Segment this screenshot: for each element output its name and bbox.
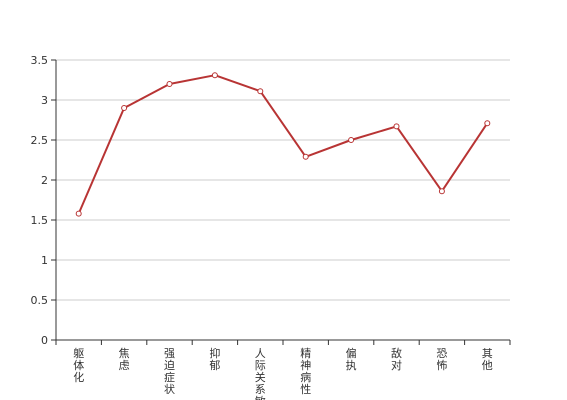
x-category-label: 强迫症状	[164, 347, 175, 396]
data-point[interactable]	[121, 105, 128, 111]
data-point[interactable]	[166, 81, 173, 87]
x-axis	[55, 60, 511, 345]
x-category-label: 焦虑	[119, 347, 130, 372]
data-point[interactable]	[484, 120, 491, 127]
series-layer	[75, 72, 491, 217]
x-axis-labels: 躯体化 焦虑 强迫症状 抑郁 人际关系敏感 精神病性 偏执 敌对 恐怖 其他	[73, 346, 493, 400]
y-tick-label: 3.5	[31, 54, 49, 67]
y-tick-label: 2	[41, 174, 48, 187]
data-point[interactable]	[302, 153, 309, 160]
x-category-label: 偏执	[346, 346, 357, 372]
grid-lines	[56, 59, 510, 301]
data-point[interactable]	[438, 188, 445, 195]
data-point[interactable]	[393, 123, 400, 130]
y-tick-label: 0.5	[31, 294, 49, 307]
y-tick-label: 0	[41, 334, 48, 347]
x-category-label: 精神病性	[300, 347, 311, 396]
y-axis-ticks: 0 0.5 1 1.5 2 2.5 3 3.5	[31, 54, 56, 347]
series-line	[77, 74, 489, 214]
data-point[interactable]	[75, 210, 82, 217]
data-point[interactable]	[211, 72, 218, 79]
x-category-label: 躯体化	[73, 347, 84, 384]
y-tick-label: 1	[41, 254, 48, 267]
data-point[interactable]	[257, 88, 264, 95]
x-category-label: 人际关系敏感	[255, 347, 266, 400]
x-category-label: 敌对	[391, 346, 402, 372]
y-tick-label: 2.5	[31, 134, 49, 147]
y-tick-label: 3	[41, 94, 48, 107]
x-category-label: 抑郁	[209, 346, 220, 372]
data-point[interactable]	[348, 137, 355, 143]
y-tick-label: 1.5	[31, 214, 49, 227]
x-category-label: 恐怖	[436, 347, 447, 372]
x-category-label: 其他	[482, 347, 493, 372]
